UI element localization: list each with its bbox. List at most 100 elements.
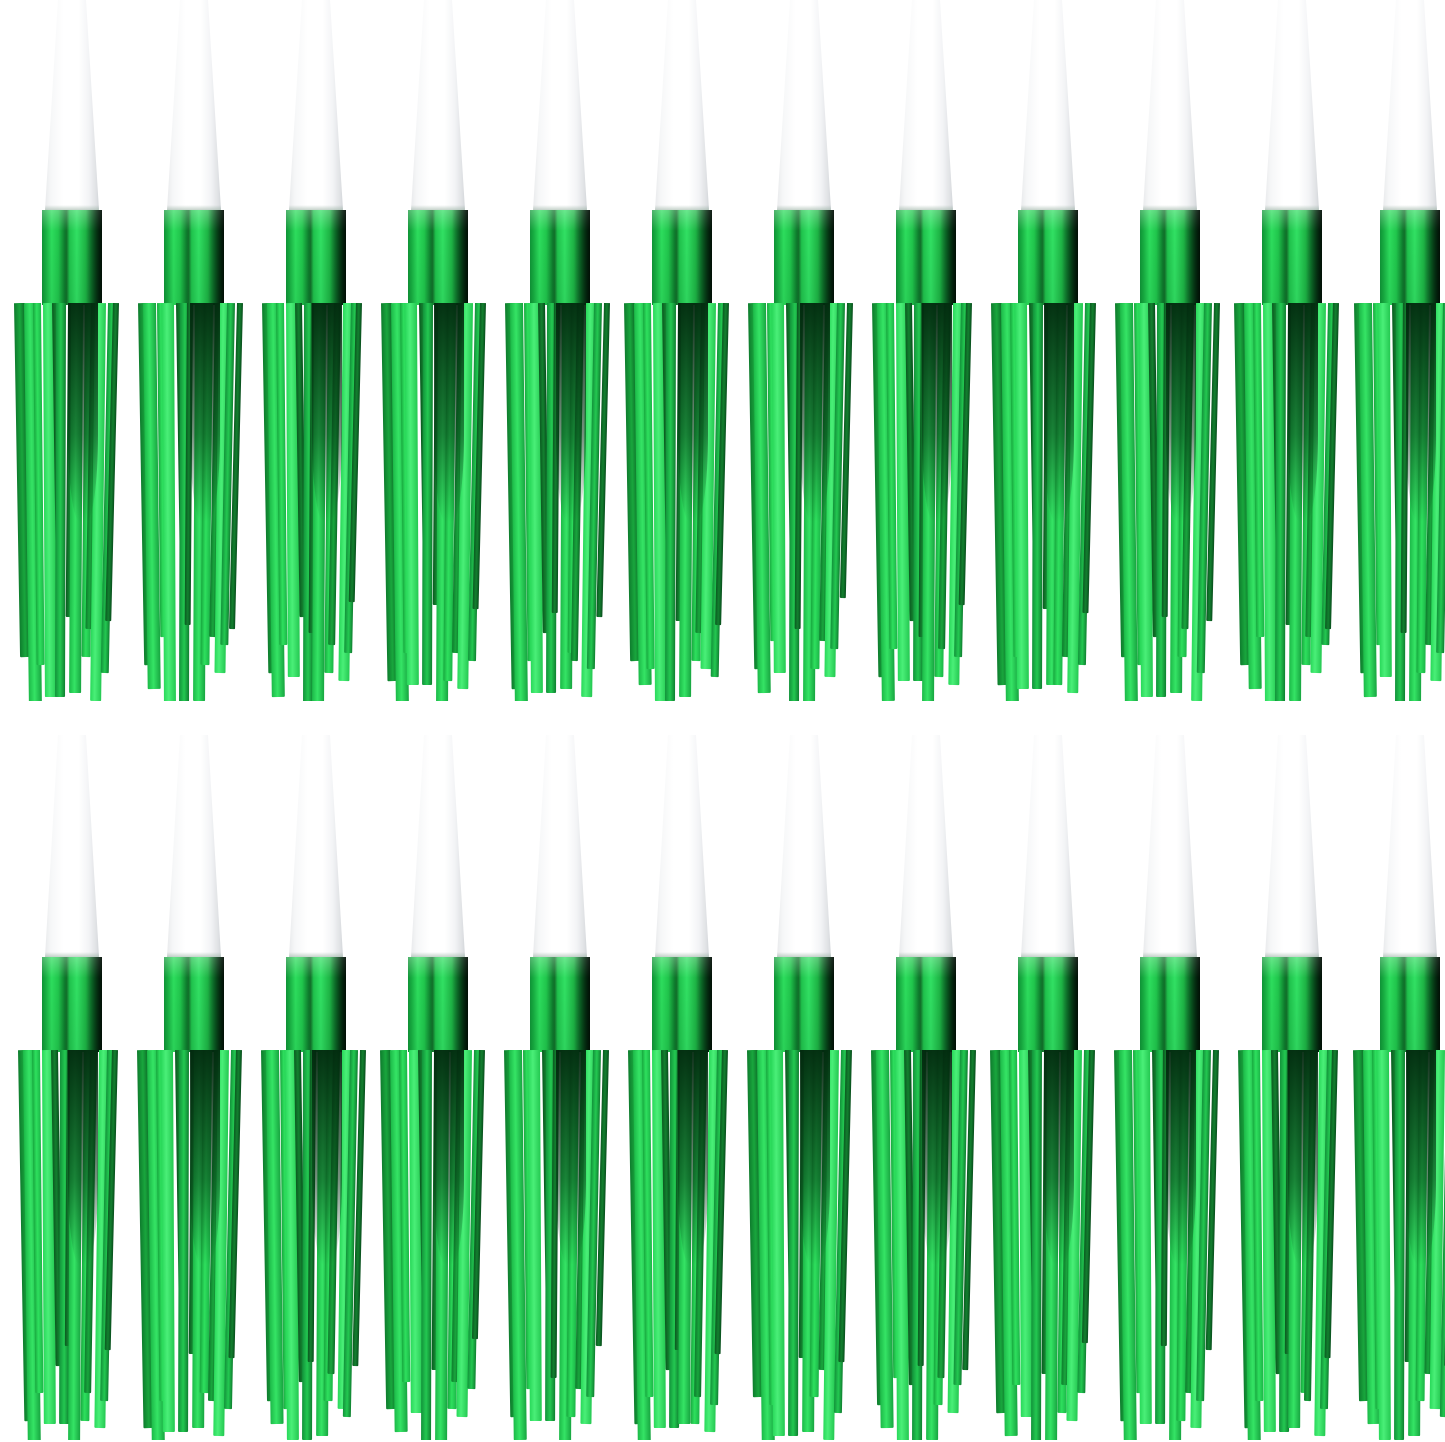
party-blower [746, 735, 862, 1442]
foil-collar [1262, 957, 1322, 1052]
foil-collar [1140, 957, 1200, 1052]
fringe-strand [1138, 1050, 1152, 1425]
foil-fringe [502, 1050, 618, 1440]
foil-collar [896, 957, 956, 1052]
fringe-shadow [922, 1050, 952, 1265]
mouthpiece-tip [45, 0, 99, 210]
party-blower [502, 0, 618, 703]
foil-collar [530, 210, 590, 305]
foil-collar [408, 957, 468, 1052]
party-blower [502, 735, 618, 1442]
foil-fringe [14, 303, 130, 701]
party-blower [624, 0, 740, 703]
fringe-shadow [922, 303, 952, 522]
party-blower [1112, 0, 1228, 703]
foil-fringe [258, 1050, 374, 1440]
mouthpiece-tip [533, 735, 587, 957]
fringe-shadow [1166, 1050, 1196, 1265]
party-blower [1234, 0, 1350, 703]
foil-fringe [502, 303, 618, 701]
foil-collar [164, 957, 224, 1052]
foil-fringe [1112, 1050, 1228, 1440]
mouthpiece-tip [1383, 735, 1437, 957]
party-blower [1234, 735, 1350, 1442]
party-blower [14, 0, 130, 703]
mouthpiece-tip [1143, 735, 1197, 957]
foil-collar [1380, 210, 1440, 305]
party-blower [380, 735, 496, 1442]
fringe-strand [788, 1050, 799, 1437]
foil-fringe [746, 1050, 862, 1440]
foil-collar [896, 210, 956, 305]
foil-fringe [868, 303, 984, 701]
foil-fringe [1352, 303, 1445, 701]
fringe-strand [421, 1050, 432, 1440]
fringe-shadow [678, 303, 708, 522]
mouthpiece-tip [1143, 0, 1197, 210]
foil-collar [652, 957, 712, 1052]
mouthpiece-tip [411, 735, 465, 957]
fringe-strand [528, 1050, 542, 1422]
foil-fringe [136, 303, 252, 701]
mouthpiece-tip [1021, 735, 1075, 957]
foil-collar [1018, 957, 1078, 1052]
fringe-strand [162, 303, 176, 701]
mouthpiece-tip [289, 735, 343, 957]
fringe-strand [178, 1050, 189, 1433]
foil-collar [408, 210, 468, 305]
mouthpiece-tip [1265, 0, 1319, 210]
foil-fringe [136, 1050, 252, 1440]
fringe-shadow [68, 1050, 98, 1265]
mouthpiece-tip [899, 735, 953, 957]
foil-collar [652, 210, 712, 305]
party-blower [136, 735, 252, 1442]
mouthpiece-tip [167, 735, 221, 957]
foil-collar [1018, 210, 1078, 305]
foil-collar [774, 210, 834, 305]
fringe-strand [665, 303, 676, 701]
mouthpiece-tip [899, 0, 953, 210]
party-blower [624, 735, 740, 1442]
foil-fringe [868, 1050, 984, 1440]
fringe-strand [1394, 1050, 1405, 1440]
fringe-shadow [556, 303, 586, 522]
fringe-shadow [678, 1050, 708, 1265]
party-blower [1352, 0, 1445, 703]
party-blower [990, 0, 1106, 703]
party-blower [14, 735, 130, 1442]
foil-collar [1262, 210, 1322, 305]
fringe-shadow [1044, 303, 1074, 522]
mouthpiece-tip [655, 735, 709, 957]
foil-collar [42, 210, 102, 305]
party-blower [136, 0, 252, 703]
mouthpiece-tip [167, 0, 221, 210]
foil-fringe [14, 1050, 130, 1440]
fringe-strand [55, 303, 66, 698]
foil-fringe [1234, 303, 1350, 701]
fringe-strand [1015, 303, 1029, 690]
party-blower [258, 0, 374, 703]
foil-collar [1140, 210, 1200, 305]
foil-collar [164, 210, 224, 305]
foil-fringe [990, 303, 1106, 701]
fringe-shadow [190, 1050, 220, 1265]
fringe-strand [422, 303, 433, 686]
fringe-strand [1377, 1050, 1391, 1440]
mouthpiece-tip [777, 735, 831, 957]
mouthpiece-tip [777, 0, 831, 210]
mouthpiece-tip [45, 735, 99, 957]
foil-collar [286, 210, 346, 305]
foil-fringe [990, 1050, 1106, 1440]
party-blower [746, 0, 862, 703]
foil-fringe [258, 303, 374, 701]
fringe-strand [161, 1050, 175, 1433]
fringe-strand [1031, 1050, 1042, 1440]
foil-collar [774, 957, 834, 1052]
mouthpiece-tip [1021, 0, 1075, 210]
foil-fringe [624, 1050, 740, 1440]
fringe-shadow [1288, 303, 1318, 522]
mouthpiece-tip [411, 0, 465, 210]
foil-fringe [1234, 1050, 1350, 1440]
mouthpiece-tip [1383, 0, 1437, 210]
mouthpiece-tip [533, 0, 587, 210]
